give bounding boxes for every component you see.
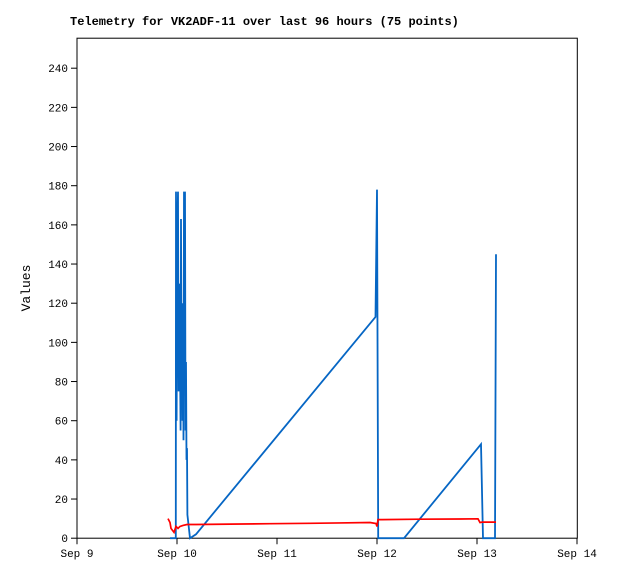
svg-text:180: 180 [48,182,68,194]
svg-text:20: 20 [55,495,68,507]
svg-text:220: 220 [48,103,68,115]
svg-text:40: 40 [55,456,68,468]
svg-text:0: 0 [61,534,68,546]
svg-text:140: 140 [48,260,68,272]
svg-text:200: 200 [48,143,68,155]
svg-text:Sep 13: Sep 13 [457,549,497,561]
svg-text:Sep 14: Sep 14 [557,549,597,561]
svg-text:80: 80 [55,378,68,390]
svg-text:60: 60 [55,417,68,429]
svg-text:Sep 9: Sep 9 [60,549,93,561]
svg-text:240: 240 [48,64,68,76]
svg-text:160: 160 [48,221,68,233]
svg-text:100: 100 [48,338,68,350]
svg-text:Sep 12: Sep 12 [357,549,397,561]
svg-text:Values: Values [19,265,34,312]
svg-text:120: 120 [48,299,68,311]
svg-text:Sep 11: Sep 11 [257,549,297,561]
svg-text:Sep 10: Sep 10 [157,549,197,561]
